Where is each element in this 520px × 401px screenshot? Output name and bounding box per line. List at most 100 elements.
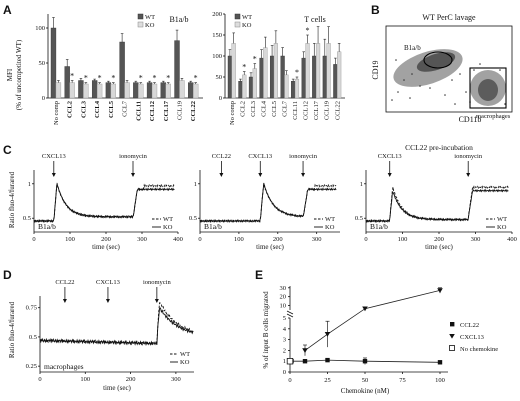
legend-label-wt: WT <box>325 216 335 223</box>
legend-swatch-wt <box>234 13 241 20</box>
x-tick-label: 300 <box>312 236 322 243</box>
y-tick-label: 0.75 <box>26 305 37 312</box>
significance-mark: * <box>253 55 257 64</box>
event-dot <box>473 69 475 71</box>
bar-ko <box>124 82 130 99</box>
panel-d: Ratio fluo-4/furared 0.25 0.5 0.75 0 100 200 30… <box>8 279 194 392</box>
point-ccl22 <box>325 357 330 363</box>
event-dot <box>411 73 413 75</box>
panel-c-ylabel: Ratio fluo-4/furared <box>8 171 16 228</box>
cell-type-label: B1a/b <box>370 222 388 231</box>
bar-ko <box>83 83 89 99</box>
panel-e-ylabel: % of input B cells migrated <box>262 291 270 369</box>
trace-chart-2: 0.5 1 0 100 200 300 CCL22 CXCL13 ionomycin B1a/b t… <box>189 153 340 251</box>
bar-wt <box>174 40 180 99</box>
y-tick-label: 0.25 <box>26 363 37 370</box>
stimulus-label: ionomycin <box>119 153 148 160</box>
bar-ko <box>151 83 158 99</box>
significance-mark: * <box>166 74 170 83</box>
x-tick-label: 0 <box>32 236 35 243</box>
event-dot <box>459 73 461 75</box>
x-tick-label: 0 <box>38 376 41 383</box>
x-tick-label: 75 <box>399 377 406 384</box>
stimulus-arrow-head <box>105 299 110 303</box>
category-label: CCL7 <box>282 100 289 117</box>
legend-label-ko: KO <box>163 224 173 231</box>
x-tick-label: 100 <box>65 236 75 243</box>
panel-a-ylabel-line1: MFI <box>6 68 14 81</box>
stimulus-label: CXCL13 <box>378 153 402 160</box>
chart-title: B1a/b <box>169 15 188 24</box>
cell-type-label: macrophages <box>44 362 84 371</box>
y-tick-label: 0 <box>42 95 45 102</box>
significance-mark: * <box>70 72 74 81</box>
bar-wt <box>259 57 264 99</box>
trace-ko <box>39 307 194 346</box>
cell-type-label: B1a/b <box>204 222 222 231</box>
stimulus-label: ionomycin <box>289 153 318 160</box>
y-tick-label: 100 <box>212 53 222 60</box>
panel-a: MFI (% of uncompetited WT) 050100B1a/bWTKO… <box>6 11 345 125</box>
x-axis-label: time (sec) <box>425 243 453 251</box>
y-tick-label: 1 <box>283 358 286 365</box>
legend-label-wt: WT <box>180 351 190 358</box>
bar-wt <box>238 80 243 99</box>
x-tick-label: 200 <box>434 236 444 243</box>
bar-wt <box>291 80 296 99</box>
category-label: CCL4 <box>94 100 101 118</box>
bar-wt <box>91 80 98 99</box>
trace-ko <box>33 183 175 223</box>
x-axis-label: time (sec) <box>92 243 120 251</box>
y-tick-label: 200 <box>212 11 222 18</box>
panel-b-flow-plot: WT PerC lavage CD19 CD11b B1a/b macrophages <box>371 13 513 124</box>
significance-mark: * <box>139 74 143 83</box>
x-tick-label: 200 <box>126 376 136 383</box>
legend-swatch-ko <box>137 21 144 28</box>
axis-break-mark <box>286 310 294 315</box>
x-tick-label: 0 <box>288 377 291 384</box>
category-label: CCL2 <box>67 101 74 118</box>
bar-ko <box>284 74 289 99</box>
y-tick-label: 20 <box>280 294 287 301</box>
category-label: CCL17 <box>313 100 320 120</box>
significance-mark: * <box>242 63 246 72</box>
significance-mark: * <box>295 68 299 77</box>
point-no-chemokine <box>286 357 294 365</box>
significance-mark: * <box>98 74 102 83</box>
x-axis-label: time (sec) <box>256 243 284 251</box>
bar-ko <box>179 80 185 99</box>
trace-wt <box>39 302 194 347</box>
bar-wt <box>160 82 166 99</box>
y-tick-label: 0.5 <box>355 215 363 222</box>
x-tick-label: 100 <box>80 376 90 383</box>
stimulus-arrow-head <box>154 299 159 303</box>
x-tick-label: 200 <box>273 236 283 243</box>
x-tick-label: 100 <box>234 236 244 243</box>
point-ccl22 <box>437 360 443 365</box>
category-label: CCL4 <box>260 100 267 117</box>
y-tick-label: 0.5 <box>23 215 31 222</box>
flow-xlabel: CD11b <box>459 115 482 124</box>
trace-chart-1: 0.5 1 0 100 200 300 400 CXCL13 ionomycin B1a/b tim… <box>23 153 183 251</box>
bar-wt <box>146 82 153 99</box>
bar-ko <box>326 43 331 99</box>
category-label: CCL22 <box>334 101 341 120</box>
legend-marker-no-chemokine <box>449 345 455 351</box>
y-tick-label: 3 <box>283 337 286 344</box>
macrophage-core <box>478 79 498 101</box>
x-tick-label: 25 <box>324 377 331 384</box>
legend-label-cxcl13: CXCL13 <box>460 334 484 341</box>
point-cxcl13 <box>324 332 331 337</box>
y-tick-label: 10 <box>280 303 287 310</box>
stimulus-arrow-head <box>301 173 306 177</box>
bar-wt <box>78 80 84 99</box>
y-tick-label: 1 <box>194 181 197 188</box>
category-label: CCL19 <box>324 101 331 120</box>
bar-ko <box>138 83 144 99</box>
x-tick-label: 300 <box>171 376 181 383</box>
category-label: CCL12 <box>303 101 310 120</box>
event-dot <box>465 91 467 93</box>
event-dot <box>499 69 501 71</box>
stimulus-arrow-head <box>219 173 224 177</box>
